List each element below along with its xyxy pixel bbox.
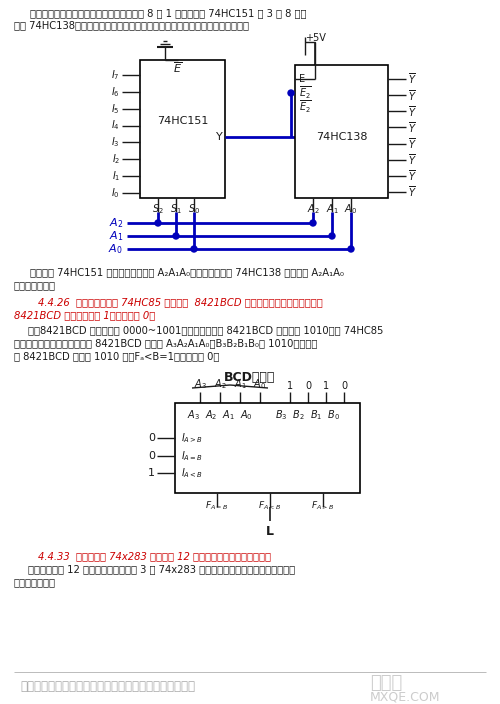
Text: $\overline{E}$: $\overline{E}$ bbox=[173, 61, 182, 75]
Text: $F_{A=B}$: $F_{A=B}$ bbox=[206, 499, 229, 512]
Text: $\overline{Y}$: $\overline{Y}$ bbox=[408, 152, 416, 167]
Text: $\overline{E_2}$: $\overline{E_2}$ bbox=[299, 99, 312, 115]
Text: $I_1$: $I_1$ bbox=[112, 169, 120, 183]
Text: $I_6$: $I_6$ bbox=[111, 85, 120, 99]
Text: $I_{A>B}$: $I_{A>B}$ bbox=[181, 431, 203, 445]
Bar bbox=[175, 403, 360, 493]
Text: $S_1$: $S_1$ bbox=[170, 202, 182, 216]
Text: $A_2$: $A_2$ bbox=[214, 377, 226, 391]
Text: +5V: +5V bbox=[305, 33, 326, 43]
Text: 0: 0 bbox=[148, 433, 155, 443]
Text: $B_3$  $B_2$  $B_1$  $B_0$: $B_3$ $B_2$ $B_1$ $B_0$ bbox=[275, 408, 340, 422]
Text: BCD码输入: BCD码输入 bbox=[224, 371, 276, 384]
Text: $\overline{Y}$: $\overline{Y}$ bbox=[408, 72, 416, 87]
Text: 答案圈: 答案圈 bbox=[370, 674, 402, 692]
Circle shape bbox=[288, 90, 294, 96]
Text: 的 8421BCD 码小于 1010 时，Fₐ<B=1，否则输出 0。: 的 8421BCD 码小于 1010 时，Fₐ<B=1，否则输出 0。 bbox=[14, 351, 220, 361]
Text: 0: 0 bbox=[341, 381, 347, 391]
Bar bbox=[295, 65, 388, 198]
Text: 构成检测电路如下图所示。将 8421BCD 码输入 A₃A₂A₁A₀，B₃B₂B₁B₀接 1010，当输入: 构成检测电路如下图所示。将 8421BCD 码输入 A₃A₂A₁A₀，B₃B₂B… bbox=[14, 338, 318, 348]
Text: 答：构成一个 12 位二进制加法器需要 3 片 74x283 以串行进位的方式进行连接，逻辑电: 答：构成一个 12 位二进制加法器需要 3 片 74x283 以串行进位的方式进… bbox=[28, 564, 295, 574]
Bar bbox=[140, 60, 225, 198]
Text: $S_0$: $S_0$ bbox=[188, 202, 200, 216]
Text: 解：应用教材中介绍的中规模组合逻辑电路 8 选 1 数据选择器 74HC151 和 3 线 8 线译: 解：应用教材中介绍的中规模组合逻辑电路 8 选 1 数据选择器 74HC151 … bbox=[30, 8, 306, 18]
Text: $\overline{Y}$: $\overline{Y}$ bbox=[408, 136, 416, 151]
Text: $A_3$: $A_3$ bbox=[194, 377, 206, 391]
Circle shape bbox=[348, 246, 354, 252]
Text: 1: 1 bbox=[323, 381, 329, 391]
Text: 74HC151: 74HC151 bbox=[157, 116, 208, 126]
Text: $\overline{Y}$: $\overline{Y}$ bbox=[408, 168, 416, 183]
Text: $A_1$: $A_1$ bbox=[326, 202, 338, 216]
Text: 路图如下所示：: 路图如下所示： bbox=[14, 577, 56, 587]
Circle shape bbox=[191, 246, 197, 252]
Text: $A_0$: $A_0$ bbox=[344, 202, 358, 216]
Text: $A_0$: $A_0$ bbox=[108, 242, 123, 256]
Text: 0: 0 bbox=[148, 451, 155, 461]
Text: $I_4$: $I_4$ bbox=[111, 119, 120, 132]
Text: $F_{A<B}$: $F_{A<B}$ bbox=[258, 499, 281, 512]
Circle shape bbox=[155, 220, 161, 226]
Text: 答：8421BCD 码的数值是 0000~1001，即所有有效的 8421BCD 码均小于 1010，用 74HC85: 答：8421BCD 码的数值是 0000~1001，即所有有效的 8421BCD… bbox=[28, 325, 384, 335]
Text: E: E bbox=[299, 74, 305, 84]
Text: $A_1$: $A_1$ bbox=[234, 377, 246, 391]
Text: Y: Y bbox=[216, 132, 223, 142]
Text: $A_0$: $A_0$ bbox=[254, 377, 266, 391]
Text: $\overline{Y}$: $\overline{Y}$ bbox=[408, 104, 416, 119]
Text: $I_2$: $I_2$ bbox=[112, 152, 120, 166]
Circle shape bbox=[329, 233, 335, 239]
Text: 码器 74HC138（作为分配器使用）各一片组成数据传输电路，逻辑电路图如下：: 码器 74HC138（作为分配器使用）各一片组成数据传输电路，逻辑电路图如下： bbox=[14, 20, 249, 30]
Text: $I_3$: $I_3$ bbox=[112, 136, 120, 149]
Text: 0: 0 bbox=[305, 381, 311, 391]
Text: $I_7$: $I_7$ bbox=[112, 68, 120, 82]
Text: 1: 1 bbox=[287, 381, 293, 391]
Text: $F_{A>B}$: $F_{A>B}$ bbox=[312, 499, 334, 512]
Text: $\overline{Y}$: $\overline{Y}$ bbox=[408, 120, 416, 135]
Text: MXQE.COM: MXQE.COM bbox=[370, 690, 440, 703]
Circle shape bbox=[173, 233, 179, 239]
Text: 4.4.33  试用若干片 74x283 构成一个 12 位二进制加法器级联连接图。: 4.4.33 试用若干片 74x283 构成一个 12 位二进制加法器级联连接图… bbox=[38, 551, 271, 561]
Text: $A_2$: $A_2$ bbox=[108, 216, 123, 230]
Text: $S_2$: $S_2$ bbox=[152, 202, 164, 216]
Text: $I_{A<B}$: $I_{A<B}$ bbox=[181, 466, 203, 480]
Text: $A_3$  $A_2$  $A_1$  $A_0$: $A_3$ $A_2$ $A_1$ $A_0$ bbox=[187, 408, 252, 422]
Text: $A_1$: $A_1$ bbox=[108, 229, 123, 243]
Text: 1: 1 bbox=[148, 468, 155, 478]
Text: 8421BCD 码时，输出为 1，合见输出 0。: 8421BCD 码时，输出为 1，合见输出 0。 bbox=[14, 310, 155, 320]
Text: 信息由网友提供，仅供参考，如有侵权，请联系我们删除: 信息由网友提供，仅供参考，如有侵权，请联系我们删除 bbox=[20, 680, 195, 693]
Circle shape bbox=[310, 220, 316, 226]
Text: $\overline{E_2}$: $\overline{E_2}$ bbox=[299, 84, 312, 101]
Text: $A_2$: $A_2$ bbox=[306, 202, 320, 216]
Text: 4.4.26  试用数值比较器 74HC85 设计一个  8421BCD 码有效性测试电路，当输入为: 4.4.26 试用数值比较器 74HC85 设计一个 8421BCD 码有效性测… bbox=[38, 297, 323, 307]
Text: $I_0$: $I_0$ bbox=[111, 186, 120, 200]
Text: 电路通过 74HC151 根据通道选择信号 A₂A₁A₀选择数据，通过 74HC138 分配单向 A₂A₁A₀: 电路通过 74HC151 根据通道选择信号 A₂A₁A₀选择数据，通过 74HC… bbox=[30, 267, 344, 277]
Text: 决定的输出端。: 决定的输出端。 bbox=[14, 280, 56, 290]
Text: $\overline{Y}$: $\overline{Y}$ bbox=[408, 184, 416, 199]
Text: $I_5$: $I_5$ bbox=[112, 102, 120, 115]
Text: $\overline{Y}$: $\overline{Y}$ bbox=[408, 88, 416, 103]
Text: L: L bbox=[266, 525, 274, 538]
Text: 74HC138: 74HC138 bbox=[316, 132, 367, 142]
Text: $I_{A=B}$: $I_{A=B}$ bbox=[181, 449, 203, 463]
